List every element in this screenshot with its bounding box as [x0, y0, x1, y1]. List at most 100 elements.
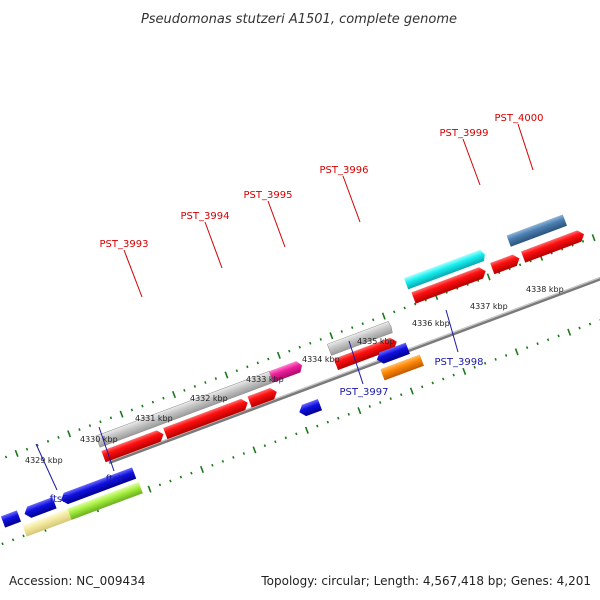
major-tick	[276, 351, 281, 359]
kbp-label: 4329 kbp	[25, 456, 63, 465]
minor-tick	[25, 447, 29, 451]
cds-pst3993[interactable]	[101, 429, 165, 463]
leader-pst3998	[445, 309, 459, 353]
major-tick	[591, 234, 596, 242]
label-pst3998[interactable]: PST_3998	[435, 357, 484, 368]
leader-pst4000	[517, 123, 534, 171]
minor-tick	[581, 239, 585, 243]
major-tick	[252, 446, 257, 454]
major-tick	[462, 367, 467, 375]
leader-ftsY	[98, 426, 115, 472]
major-tick	[147, 485, 152, 493]
leader-pst3993	[123, 249, 143, 298]
cds-pst4000[interactable]	[490, 253, 521, 275]
minor-tick	[11, 538, 15, 542]
cds-pst3997[interactable]	[297, 398, 323, 418]
major-tick	[329, 332, 334, 340]
kbp-label: 4334 kbp	[302, 355, 340, 364]
top-strand-genes	[95, 214, 567, 448]
minor-tick	[99, 420, 102, 424]
cds-pst3996[interactable]	[333, 336, 399, 371]
minor-tick	[267, 357, 270, 361]
minor-tick	[351, 326, 354, 329]
label-ftsE[interactable]: ftsE	[50, 494, 69, 505]
minor-tick	[284, 436, 288, 440]
minor-tick	[109, 416, 113, 420]
minor-tick	[263, 444, 267, 448]
label-pst3994[interactable]: PST_3994	[181, 211, 230, 222]
major-tick	[200, 465, 204, 474]
minor-tick	[151, 400, 155, 404]
minor-tick	[256, 361, 259, 365]
accession-text: Accession: NC_009434	[9, 574, 145, 588]
major-tick	[514, 348, 519, 356]
major-tick	[357, 407, 362, 415]
minor-tick	[295, 432, 298, 436]
major-tick	[67, 430, 72, 438]
label-pst3995[interactable]: PST_3995	[244, 190, 293, 201]
minor-tick	[288, 349, 291, 353]
cds-ftsY[interactable]	[59, 467, 137, 506]
cds-ftsE[interactable]	[22, 497, 57, 519]
minor-tick	[232, 456, 235, 459]
backbone-highlight	[108, 215, 600, 462]
gene-pst3993-bar[interactable]	[95, 370, 274, 448]
minor-tick	[361, 322, 364, 326]
gene-pst3996-bar[interactable]	[326, 321, 393, 356]
gene-ftsE-bar[interactable]	[22, 508, 72, 537]
minor-tick	[22, 534, 25, 538]
cds-pst3995[interactable]	[247, 386, 279, 408]
cds-pst3999[interactable]	[411, 265, 487, 304]
leader-lines-bottom	[35, 309, 459, 491]
minor-tick	[57, 436, 60, 439]
minor-tick	[431, 381, 434, 385]
label-pst3999[interactable]: PST_3999	[440, 128, 489, 139]
map-title: Pseudomonas stutzeri A1501, complete gen…	[141, 12, 457, 27]
cds-pst3998[interactable]	[375, 342, 410, 366]
cds-pst3994[interactable]	[163, 397, 250, 440]
gene-pst3995-bar[interactable]	[269, 360, 304, 383]
minor-tick	[309, 341, 312, 345]
leader-lines-top	[123, 123, 534, 298]
minor-tick	[403, 306, 406, 310]
label-pst3996[interactable]: PST_3996	[320, 165, 369, 176]
kbp-label: 4330 kbp	[80, 435, 118, 444]
leader-pst3995	[267, 200, 286, 248]
minor-tick	[557, 334, 560, 338]
major-tick	[224, 371, 229, 379]
gene-ftsY-bar[interactable]	[67, 481, 143, 520]
minor-tick	[46, 439, 50, 443]
minor-tick	[536, 342, 539, 346]
minor-tick	[235, 369, 239, 373]
kbp-label: 4337 kbp	[470, 302, 508, 311]
minor-tick	[400, 393, 403, 397]
minor-tick	[393, 310, 396, 314]
minor-tick	[204, 381, 207, 384]
major-tick	[172, 390, 176, 399]
cds-pst4001[interactable]	[521, 229, 586, 263]
gene-steelblue-bar[interactable]	[506, 214, 567, 247]
minor-tick	[242, 452, 246, 455]
minor-tick	[169, 479, 172, 483]
gene-pst3998-bar[interactable]	[380, 354, 424, 381]
major-tick	[486, 273, 491, 281]
major-tick	[119, 410, 124, 418]
cds-blue-left[interactable]	[0, 510, 22, 528]
label-pst3993[interactable]: PST_3993	[100, 239, 149, 250]
minor-tick	[372, 318, 375, 322]
label-pst3997[interactable]: PST_3997	[340, 387, 389, 398]
gene-pst3999-bar[interactable]	[403, 249, 487, 290]
genome-summary-text: Topology: circular; Length: 4,567,418 bp…	[260, 574, 591, 588]
minor-tick	[274, 440, 277, 444]
minor-tick	[1, 542, 4, 546]
major-tick	[381, 312, 386, 320]
minor-tick	[518, 263, 522, 267]
minor-tick	[494, 357, 497, 361]
minor-tick	[298, 345, 301, 349]
minor-tick	[368, 405, 371, 408]
minor-tick	[483, 361, 487, 365]
label-pst4000[interactable]: PST_4000	[495, 113, 544, 124]
kbp-labels: 4329 kbp 4330 kbp 4331 kbp 4332 kbp 4333…	[25, 285, 564, 465]
label-ftsY[interactable]: ftsY	[106, 474, 125, 485]
